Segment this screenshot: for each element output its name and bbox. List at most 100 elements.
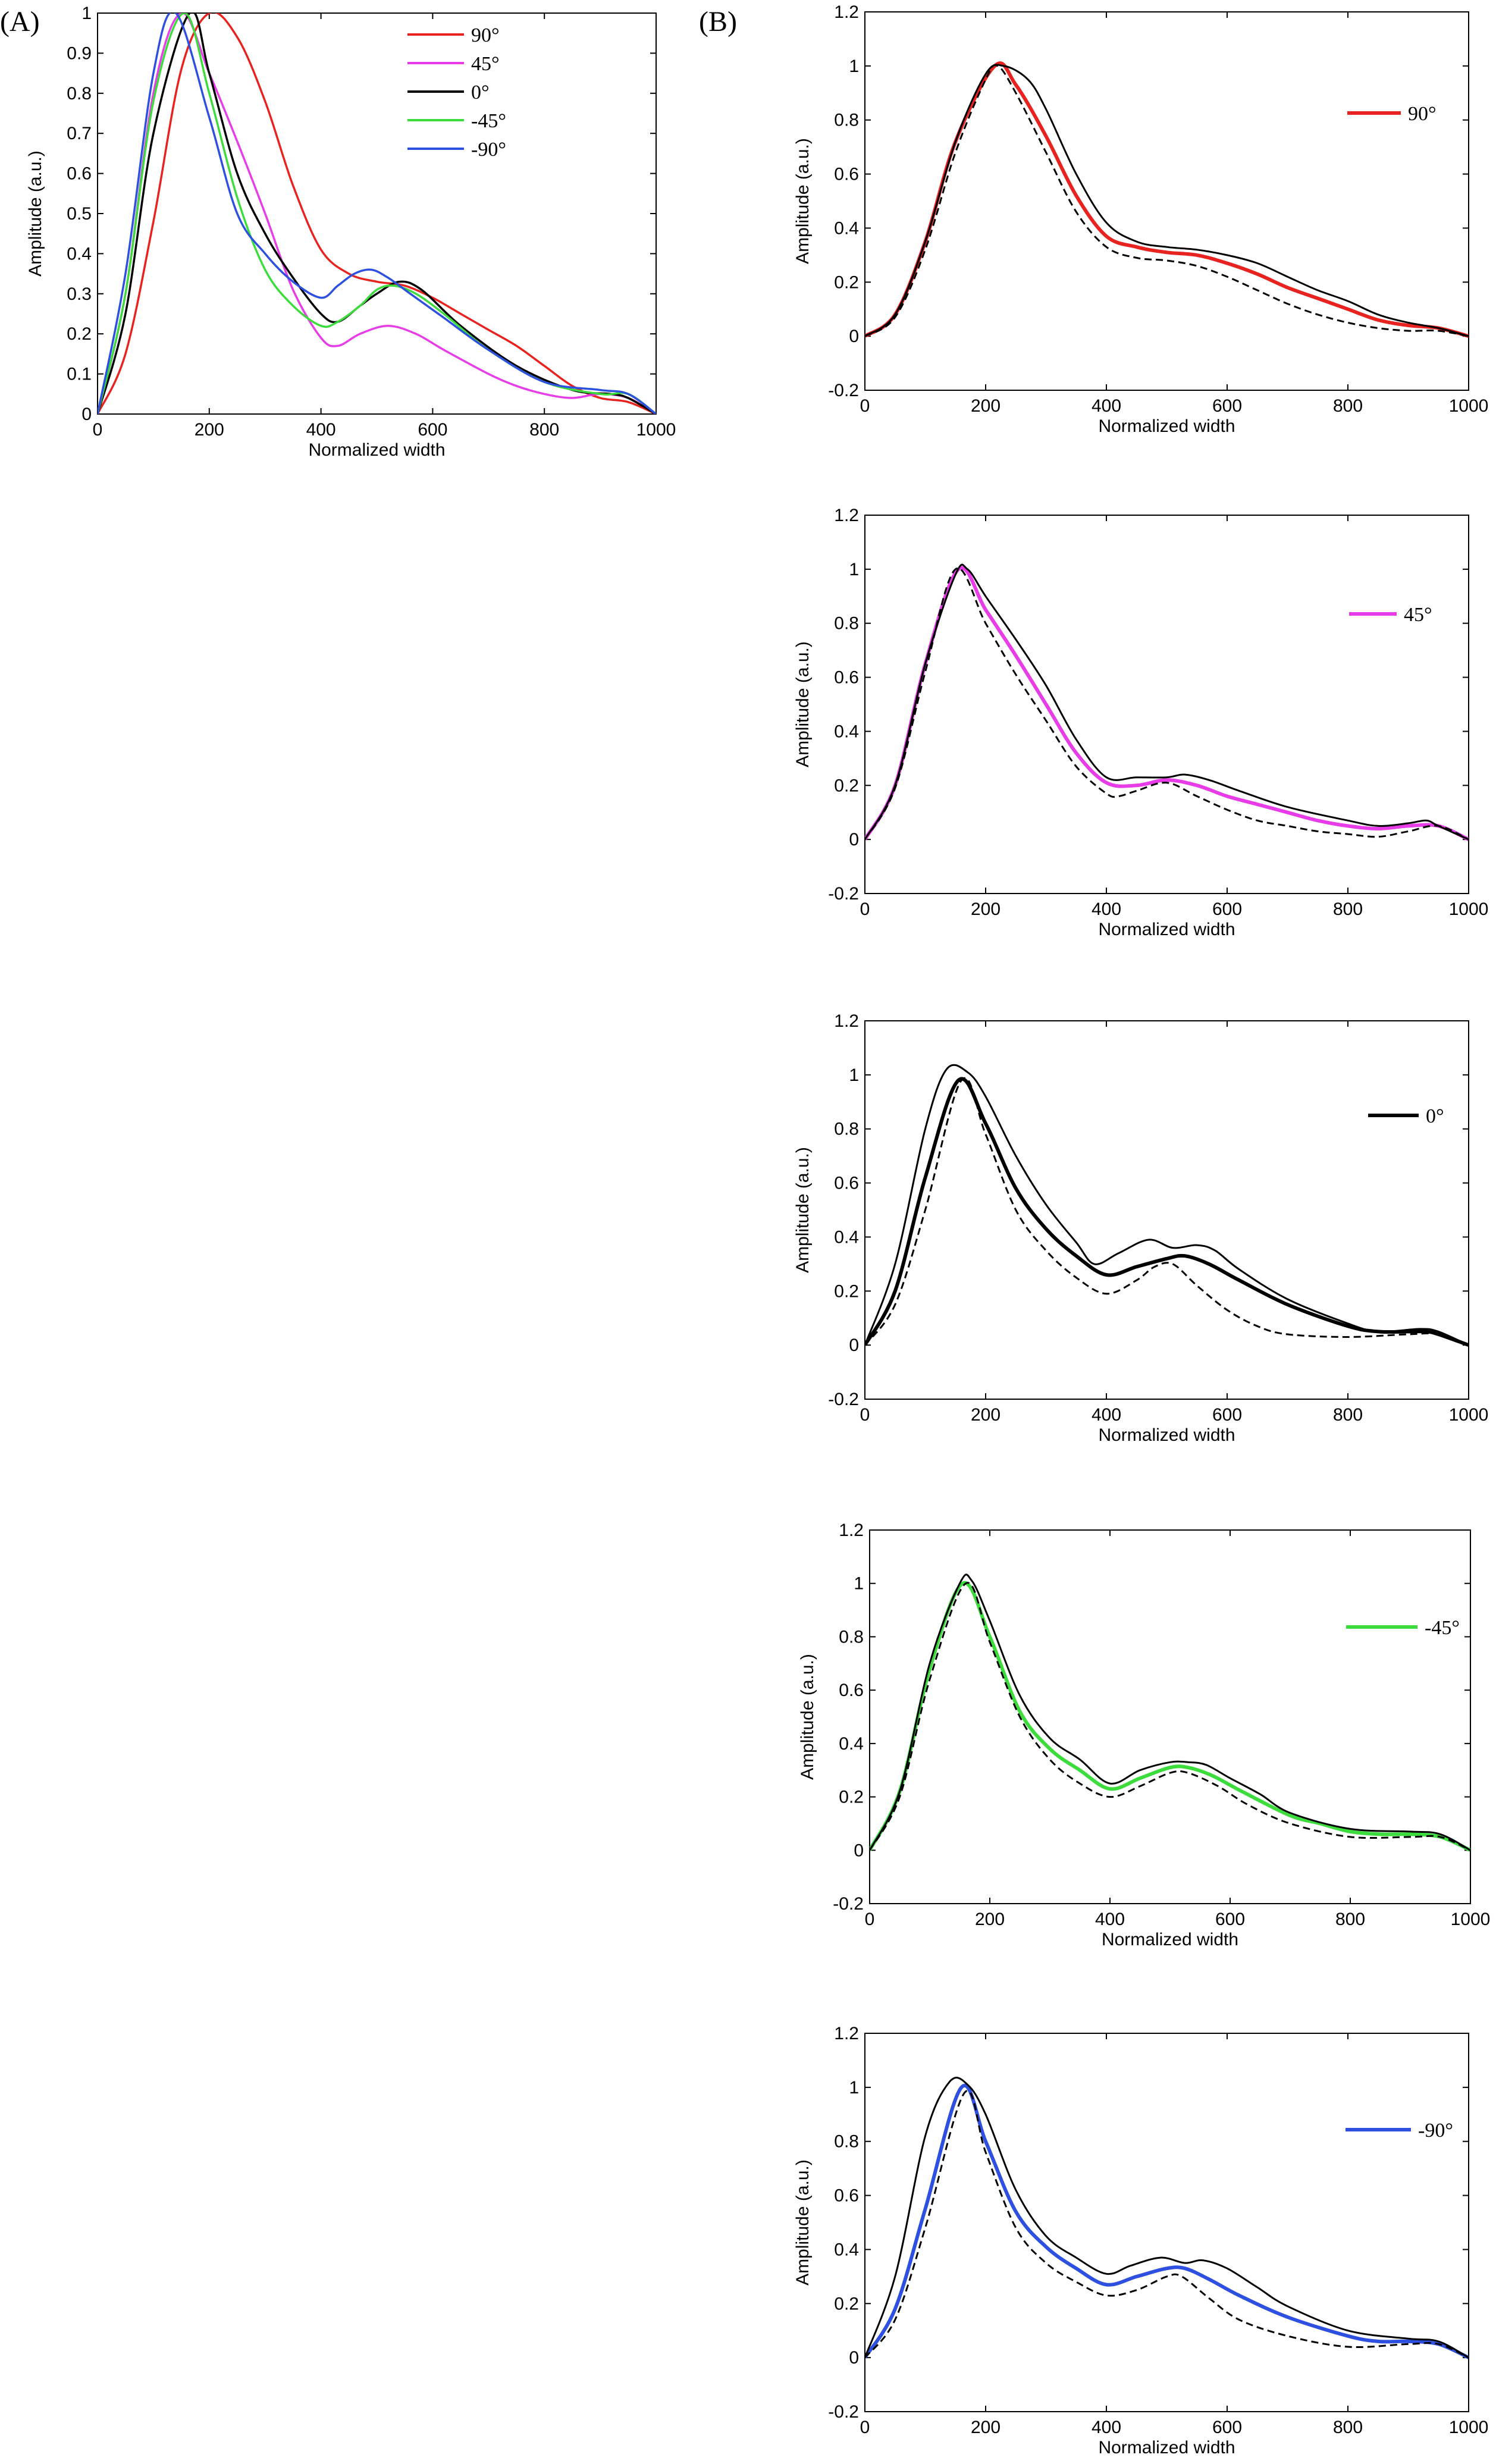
x-tick-label: 600 [418,420,447,440]
x-tick-label: 0 [860,899,870,919]
y-tick-label: 1.2 [834,1011,859,1031]
y-tick-label: 0 [849,830,859,849]
x-tick-label: 200 [195,420,224,440]
legend-label: 45° [1404,604,1432,626]
y-tick-label: 0 [849,327,859,346]
series-line-b1-0 [865,61,1469,338]
y-tick-label: -0.2 [828,2402,859,2422]
x-axis-label: Normalized width [1102,1930,1238,1949]
y-tick-label: 1.2 [839,1521,864,1540]
y-tick-label: 0 [81,405,92,424]
y-tick-label: 0.4 [834,722,859,741]
x-tick-label: 600 [1212,899,1242,919]
y-tick-label: 0.8 [834,614,859,634]
chart-b1: 0 200 400 600 800 1000-0.200.20.40.60.811.2No… [793,2,1488,436]
y-tick-label: 1 [854,1574,864,1594]
x-axis-label: Normalized width [1098,1425,1235,1445]
y-axis-label: Amplitude (a.u.) [26,151,45,277]
y-tick-label: 0.4 [67,244,92,264]
x-tick-label: 800 [1333,1405,1363,1425]
y-tick-label: 0.2 [834,2294,859,2313]
y-tick-label: 1.2 [834,506,859,525]
y-tick-label: 0.7 [67,124,92,143]
x-axis-label: Normalized width [308,440,445,460]
y-tick-label: 0.6 [67,164,92,184]
series-line-b4-1 [870,1573,1470,1851]
y-tick-label: 1 [849,57,859,76]
x-tick-label: 400 [1092,1405,1121,1425]
x-tick-label: 800 [529,420,559,440]
chart-b5: 0 200 400 600 800 1000-0.200.20.40.60.811.2No… [793,2024,1488,2457]
charts-layer: 0 200 400 600 800 100000.10.20.30.40.50.60.70… [26,2,1490,2457]
x-axis-label: Normalized width [1098,2438,1235,2457]
series-line-a-1 [98,13,656,414]
y-tick-label: 0.1 [67,365,92,384]
series-line-b1-1 [865,64,1469,337]
x-tick-label: 200 [975,1910,1005,1929]
y-tick-label: 0.2 [834,272,859,292]
y-axis-label: Amplitude (a.u.) [793,2159,813,2286]
y-tick-label: 0.4 [834,2240,859,2259]
x-tick-label: 400 [1092,2418,1121,2437]
y-tick-label: 0.5 [67,204,92,224]
y-tick-label: 0.4 [834,218,859,238]
y-tick-label: 0.6 [834,2186,859,2206]
series-line-b4-0 [870,1581,1470,1852]
y-tick-label: 1 [81,4,92,23]
y-tick-label: 0.6 [834,1174,859,1193]
chart-b3: 0 200 400 600 800 1000-0.200.20.40.60.811.2No… [793,1011,1488,1445]
x-tick-label: 800 [1335,1910,1365,1929]
y-tick-label: 1 [849,2078,859,2098]
x-tick-label: 1000 [1449,2418,1489,2437]
y-tick-label: 0.2 [67,324,92,344]
y-tick-label: -0.2 [828,381,859,400]
x-tick-label: 200 [971,396,1001,416]
x-tick-label: 600 [1212,396,1242,416]
x-tick-label: 800 [1333,899,1363,919]
series-line-b1-2 [865,64,1469,337]
y-tick-label: 1.2 [834,2024,859,2043]
x-tick-label: 800 [1333,396,1363,416]
y-tick-label: 0.8 [67,84,92,104]
panel-a-letter: (A) [0,6,40,37]
x-tick-label: 1000 [1451,1910,1491,1929]
legend-label: 0° [471,81,490,104]
x-tick-label: 1000 [1449,899,1489,919]
x-tick-label: 200 [971,1405,1001,1425]
x-tick-label: 0 [860,2418,870,2437]
legend-label: 45° [471,53,500,75]
legend-label: 0° [1426,1105,1444,1127]
x-tick-label: 0 [860,396,870,416]
y-tick-label: 0.6 [834,165,859,184]
plot-frame [864,515,1469,894]
y-tick-label: 1.2 [834,2,859,22]
x-tick-label: 200 [971,899,1001,919]
y-tick-label: 0 [849,1336,859,1355]
legend-label: -90° [1418,2120,1453,2142]
series-line-a-2 [98,13,656,414]
series-line-b5-1 [865,2077,1469,2359]
x-tick-label: 200 [971,2418,1001,2437]
panel-b-letter: (B) [699,6,737,37]
x-tick-label: 1000 [1449,1405,1489,1425]
y-tick-label: 0.6 [839,1681,864,1700]
x-tick-label: 600 [1212,1405,1242,1425]
x-tick-label: 1000 [1449,396,1489,416]
y-axis-label: Amplitude (a.u.) [798,1654,817,1780]
legend-label: 90° [471,24,500,46]
x-tick-label: 0 [860,1405,870,1425]
legend-label: -45° [471,110,506,132]
y-tick-label: 0 [849,2348,859,2368]
series-line-b3-0 [865,1077,1469,1347]
y-tick-label: 0.6 [834,668,859,688]
x-tick-label: 600 [1212,2418,1242,2437]
chart-a: 0 200 400 600 800 1000 0 0.1 0.2 0.3 0.4 0.5 0.6 0.7 0… [26,4,676,460]
y-tick-label: 0.2 [834,1281,859,1301]
series-line-a-0 [98,13,656,414]
plot-frame [869,1529,1471,1904]
y-tick-label: 0 [854,1841,864,1860]
plot-frame [864,1020,1469,1400]
series-line-b2-1 [865,563,1469,841]
legend-label: 90° [1408,103,1437,125]
